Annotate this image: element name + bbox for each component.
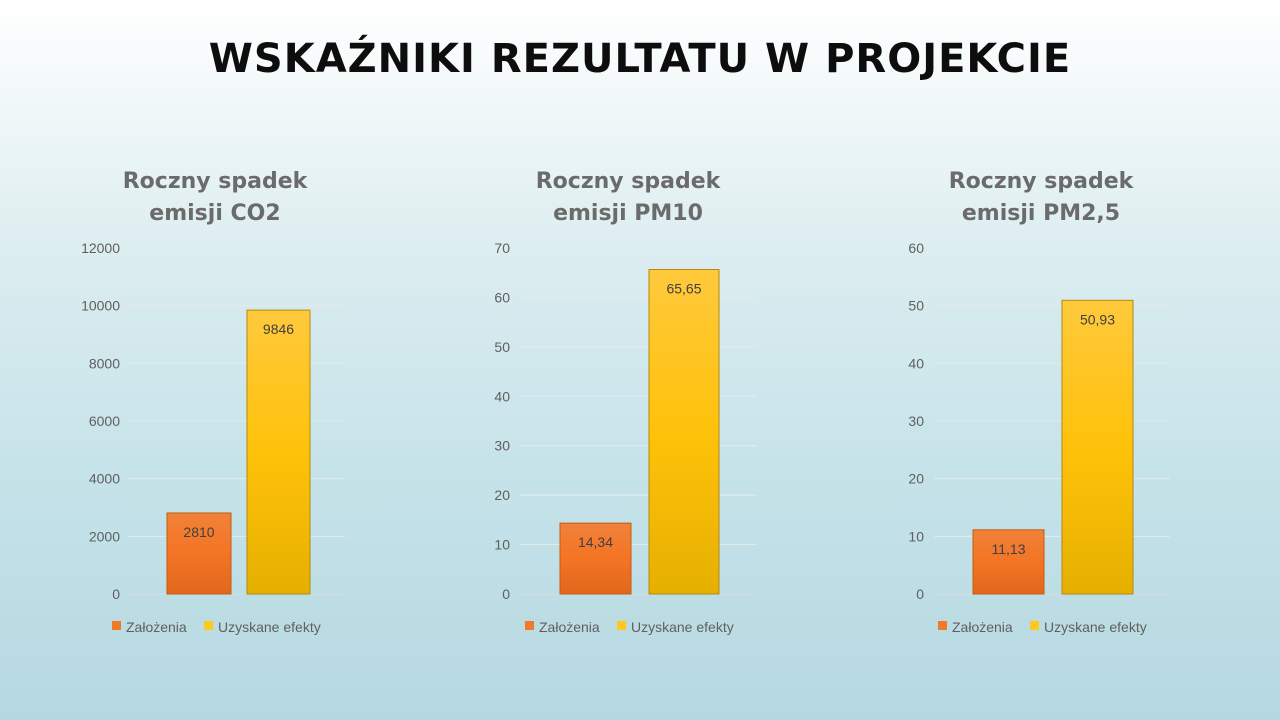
y-tick-label: 12000 <box>81 240 120 256</box>
chart-title-pm10-line1: Roczny spadek <box>535 169 721 194</box>
y-tick-label: 0 <box>916 586 924 602</box>
legend-label-uzyskane-efekty: Uzyskane efekty <box>631 619 734 635</box>
legend-swatch-uzyskane-efekty <box>204 621 213 630</box>
legend-label-zalozenia: Założenia <box>539 619 600 635</box>
legend: Założenia Uzyskane efekty <box>525 619 734 635</box>
y-tick-label: 4000 <box>89 471 120 487</box>
bar-uzyskane-efekty <box>648 269 720 595</box>
y-tick-label: 0 <box>502 586 510 602</box>
legend-swatch-uzyskane-efekty <box>1030 621 1039 630</box>
chart-title-pm25-line2: emisji PM2,5 <box>961 201 1121 226</box>
y-tick-label: 10 <box>494 537 510 553</box>
y-tick-label: 30 <box>908 413 924 429</box>
legend-swatch-uzyskane-efekty <box>617 621 626 630</box>
data-label: 11,13 <box>992 541 1026 557</box>
y-tick-label: 6000 <box>89 413 120 429</box>
bar-uzyskane-efekty <box>1061 299 1134 595</box>
chart-title-pm10: Roczny spadek emisji PM10 <box>478 166 778 230</box>
bar-zalozenia <box>559 522 632 595</box>
y-tick-label: 50 <box>494 339 510 355</box>
y-tick-label: 10 <box>908 528 924 544</box>
y-tick-label: 2000 <box>89 528 120 544</box>
data-label: 50,93 <box>1080 311 1115 327</box>
chart-title-co2: Roczny spadek emisji CO2 <box>65 166 365 230</box>
data-label: 2810 <box>183 524 214 540</box>
y-tick-label: 0 <box>112 586 120 602</box>
chart-title-pm25: Roczny spadek emisji PM2,5 <box>891 166 1191 230</box>
data-label: 9846 <box>263 321 294 337</box>
legend-label-uzyskane-efekty: Uzyskane efekty <box>1044 619 1147 635</box>
legend-swatch-zalozenia <box>938 621 947 630</box>
legend-label-zalozenia: Założenia <box>952 619 1013 635</box>
y-tick-label: 8000 <box>89 355 120 371</box>
y-tick-label: 60 <box>494 289 510 305</box>
chart-title-pm25-line1: Roczny spadek <box>948 169 1134 194</box>
legend-label-uzyskane-efekty: Uzyskane efekty <box>218 619 321 635</box>
chart-co2: 0 2000 4000 6000 8000 10000 12000 2810 9846 Założ… <box>81 240 345 635</box>
chart-title-pm10-line2: emisji PM10 <box>553 201 703 226</box>
legend: Założenia Uzyskane efekty <box>938 619 1147 635</box>
chart-pm25: 0 10 20 30 40 50 60 11,13 50,93 Założenia Uzyskane… <box>908 240 1170 635</box>
y-tick-label: 20 <box>908 471 924 487</box>
y-tick-label: 40 <box>908 355 924 371</box>
y-tick-label: 50 <box>908 298 924 314</box>
chart-pm10: 0 10 20 30 40 50 60 70 14,34 65,65 Założenia Uzyska… <box>494 240 756 635</box>
bar-zalozenia <box>972 529 1045 595</box>
y-tick-label: 60 <box>908 240 924 256</box>
y-tick-label: 70 <box>494 240 510 256</box>
data-label: 14,34 <box>578 534 613 550</box>
bar-zalozenia <box>166 512 232 595</box>
chart-title-co2-line1: Roczny spadek <box>122 169 308 194</box>
legend: Założenia Uzyskane efekty <box>112 619 321 635</box>
chart-title-co2-line2: emisji CO2 <box>149 201 281 226</box>
y-tick-label: 30 <box>494 438 510 454</box>
slide-title: WSKAŹNIKI REZULTATU W PROJEKCIE <box>208 36 1072 82</box>
bar-uzyskane-efekty <box>246 309 311 595</box>
legend-swatch-zalozenia <box>112 621 121 630</box>
data-label: 65,65 <box>666 281 701 297</box>
legend-swatch-zalozenia <box>525 621 534 630</box>
y-tick-label: 10000 <box>81 298 120 314</box>
y-tick-label: 40 <box>494 388 510 404</box>
y-tick-label: 20 <box>494 487 510 503</box>
legend-label-zalozenia: Założenia <box>126 619 187 635</box>
